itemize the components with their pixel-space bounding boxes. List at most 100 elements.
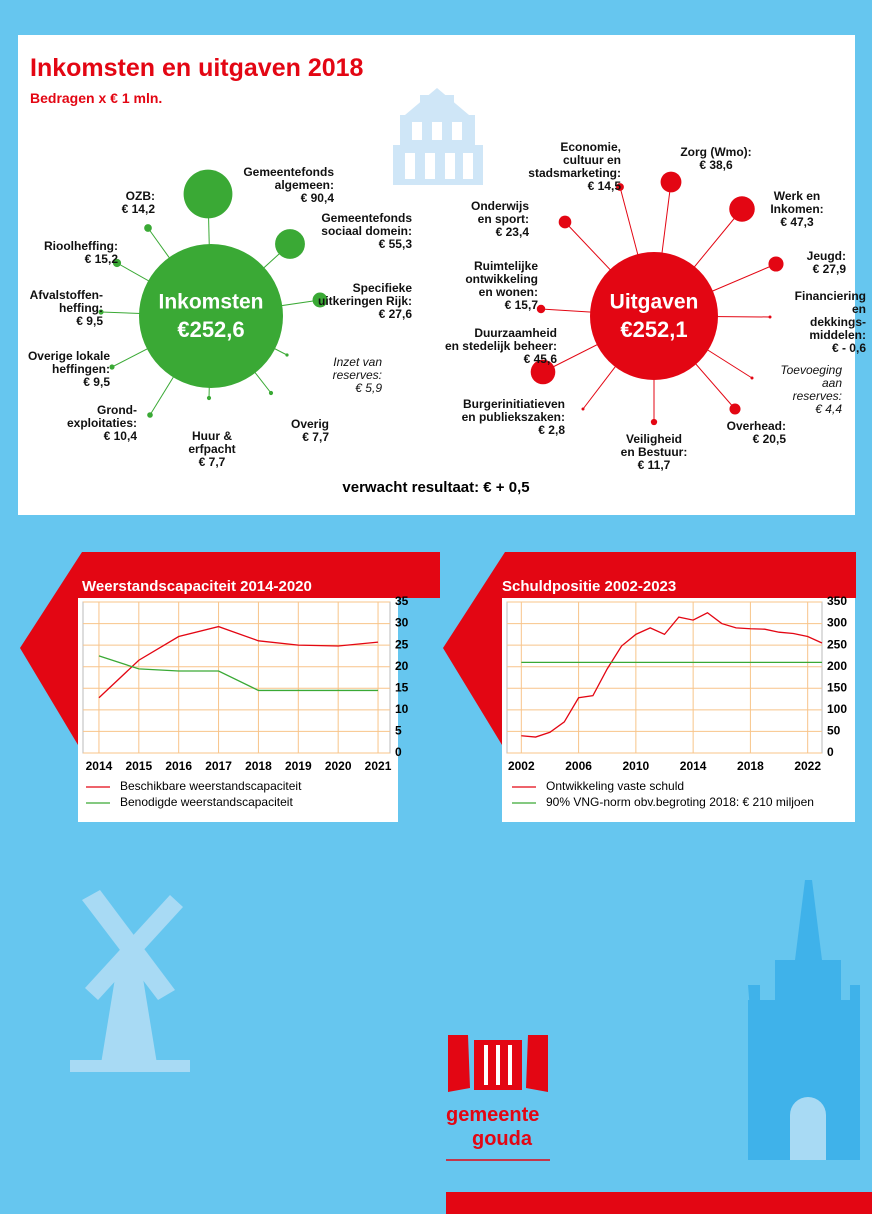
x-tick-label: 2021 [365, 759, 392, 773]
bubble-label: Werk en Inkomen: € 47,3 [770, 190, 823, 229]
value-label: € 15,2 [85, 252, 118, 266]
y-tick-label: 100 [827, 702, 847, 716]
value-label: € - 0,6 [832, 341, 866, 355]
subtitle: Bedragen x € 1 mln. [30, 90, 162, 106]
legend-label: 90% VNG-norm obv.begroting 2018: € 210 m… [546, 795, 814, 809]
bubble [285, 353, 288, 356]
value-label: € 5,9 [355, 381, 382, 395]
bubble-label: Burgerinitiatieven en publiekszaken: € 2… [462, 398, 565, 437]
value-label: € 7,7 [199, 455, 226, 469]
y-tick-label: 5 [395, 724, 402, 738]
logo-text: gouda [472, 1128, 532, 1151]
value-label: € 27,6 [379, 307, 412, 321]
bubble [651, 419, 657, 425]
bubble-label: Overige lokale heffingen: € 9,5 [28, 350, 110, 389]
value-label: € 45,6 [524, 352, 557, 366]
label-text: Afvalstoffen- heffing: [30, 288, 103, 315]
label-text: Overhead: [727, 419, 786, 433]
label-text: Gemeentefonds algemeen: [243, 165, 334, 192]
y-tick-label: 250 [827, 637, 847, 651]
y-tick-label: 150 [827, 680, 847, 694]
bubble-label: Toevoeging aan reserves: € 4,4 [780, 364, 842, 416]
value-label: € 4,4 [815, 402, 842, 416]
label-text: Burgerinitiatieven en publiekszaken: [462, 397, 565, 424]
label-text: Werk en Inkomen: [770, 189, 823, 216]
legend-label: Benodigde weerstandscapaciteit [120, 795, 293, 809]
value-label: € 9,5 [76, 314, 103, 328]
bubble-label: Inzet van reserves: € 5,9 [333, 356, 382, 395]
x-tick-label: 2018 [245, 759, 272, 773]
label-text: Jeugd: [807, 249, 846, 263]
center-label: Uitgaven [610, 291, 699, 314]
result: verwacht resultaat: € + 0,5 [0, 479, 872, 496]
value-label: € 11,7 [638, 458, 671, 472]
bubble [147, 412, 153, 418]
bubble-label: Grond- exploitaties: € 10,4 [67, 404, 137, 443]
bubble-label: Overig € 7,7 [291, 418, 329, 444]
y-tick-label: 0 [395, 745, 402, 759]
value-label: € 20,5 [753, 432, 786, 446]
x-tick-label: 2019 [285, 759, 312, 773]
bubble-label: OZB: € 14,2 [122, 190, 155, 216]
x-tick-label: 2015 [125, 759, 152, 773]
bubble [661, 172, 682, 193]
bubble-label: Overhead: € 20,5 [727, 420, 786, 446]
x-tick-label: 2006 [565, 759, 592, 773]
bubble-label: Gemeentefonds algemeen: € 90,4 [243, 166, 334, 205]
label-text: Zorg (Wmo): [680, 145, 751, 159]
y-tick-label: 300 [827, 616, 847, 630]
x-tick-label: 2010 [623, 759, 650, 773]
bubble [582, 408, 585, 411]
bubble-label: Huur & erfpacht € 7,7 [188, 430, 235, 469]
center-total: €252,1 [620, 317, 687, 342]
y-tick-label: 25 [395, 637, 409, 651]
bubble-label: Rioolheffing: € 15,2 [44, 240, 118, 266]
bubble [769, 316, 772, 319]
bubble [269, 391, 273, 395]
center-label: Inkomsten [158, 291, 263, 314]
label-text: Duurzaamheid en stedelijk beheer: [445, 326, 557, 353]
x-tick-label: 2017 [205, 759, 232, 773]
bubble [559, 216, 572, 229]
label-text: Toevoeging aan reserves: [780, 363, 842, 403]
label-text: Economie, cultuur en stadsmarketing: [528, 140, 621, 180]
value-label: € 47,3 [780, 215, 813, 229]
value-label: € 15,7 [505, 298, 538, 312]
chart-title: Weerstandscapaciteit 2014-2020 [82, 578, 312, 595]
y-tick-label: 350 [827, 594, 847, 608]
x-tick-label: 2014 [86, 759, 113, 773]
y-tick-label: 20 [395, 659, 409, 673]
value-label: € 9,5 [83, 375, 110, 389]
x-tick-label: 2014 [680, 759, 707, 773]
bubble-label: Financiering en dekkings- middelen: € - … [795, 290, 866, 355]
label-text: Inzet van reserves: [333, 355, 382, 382]
value-label: € 23,4 [496, 225, 529, 239]
label-text: Financiering en dekkings- middelen: [795, 289, 866, 342]
artwork: Inkomsten €252,6 Uitgaven €252,1 Weerstandsc… [0, 0, 872, 1214]
value-label: € 14,5 [588, 179, 621, 193]
bubble-label: Economie, cultuur en stadsmarketing: € 1… [528, 141, 621, 193]
legend-label: Ontwikkeling vaste schuld [546, 779, 684, 793]
bubble-label: Gemeentefonds sociaal domein: € 55,3 [321, 212, 412, 251]
value-label: € 27,9 [813, 262, 846, 276]
bubble [144, 224, 152, 232]
chart-title: Schuldpositie 2002-2023 [502, 578, 676, 595]
y-tick-label: 0 [827, 745, 834, 759]
x-tick-label: 2018 [737, 759, 764, 773]
y-tick-label: 50 [827, 724, 841, 738]
y-tick-label: 200 [827, 659, 847, 673]
center-total: €252,6 [177, 317, 244, 342]
infographic: Inkomsten €252,6 Uitgaven €252,1 Weerstandsc… [0, 0, 872, 1214]
y-tick-label: 35 [395, 594, 409, 608]
label-text: OZB: [126, 189, 155, 203]
footer-bar [446, 1192, 872, 1214]
bubble [275, 229, 305, 259]
value-label: € 90,4 [301, 191, 334, 205]
value-label: € 55,3 [379, 237, 412, 251]
value-label: € 38,6 [699, 158, 732, 172]
bubble-label: Specifieke uitkeringen Rijk: € 27,6 [318, 282, 412, 321]
bubble [751, 377, 754, 380]
bubble [109, 364, 114, 369]
y-tick-label: 15 [395, 680, 409, 694]
label-text: Onderwijs en sport: [471, 199, 529, 226]
